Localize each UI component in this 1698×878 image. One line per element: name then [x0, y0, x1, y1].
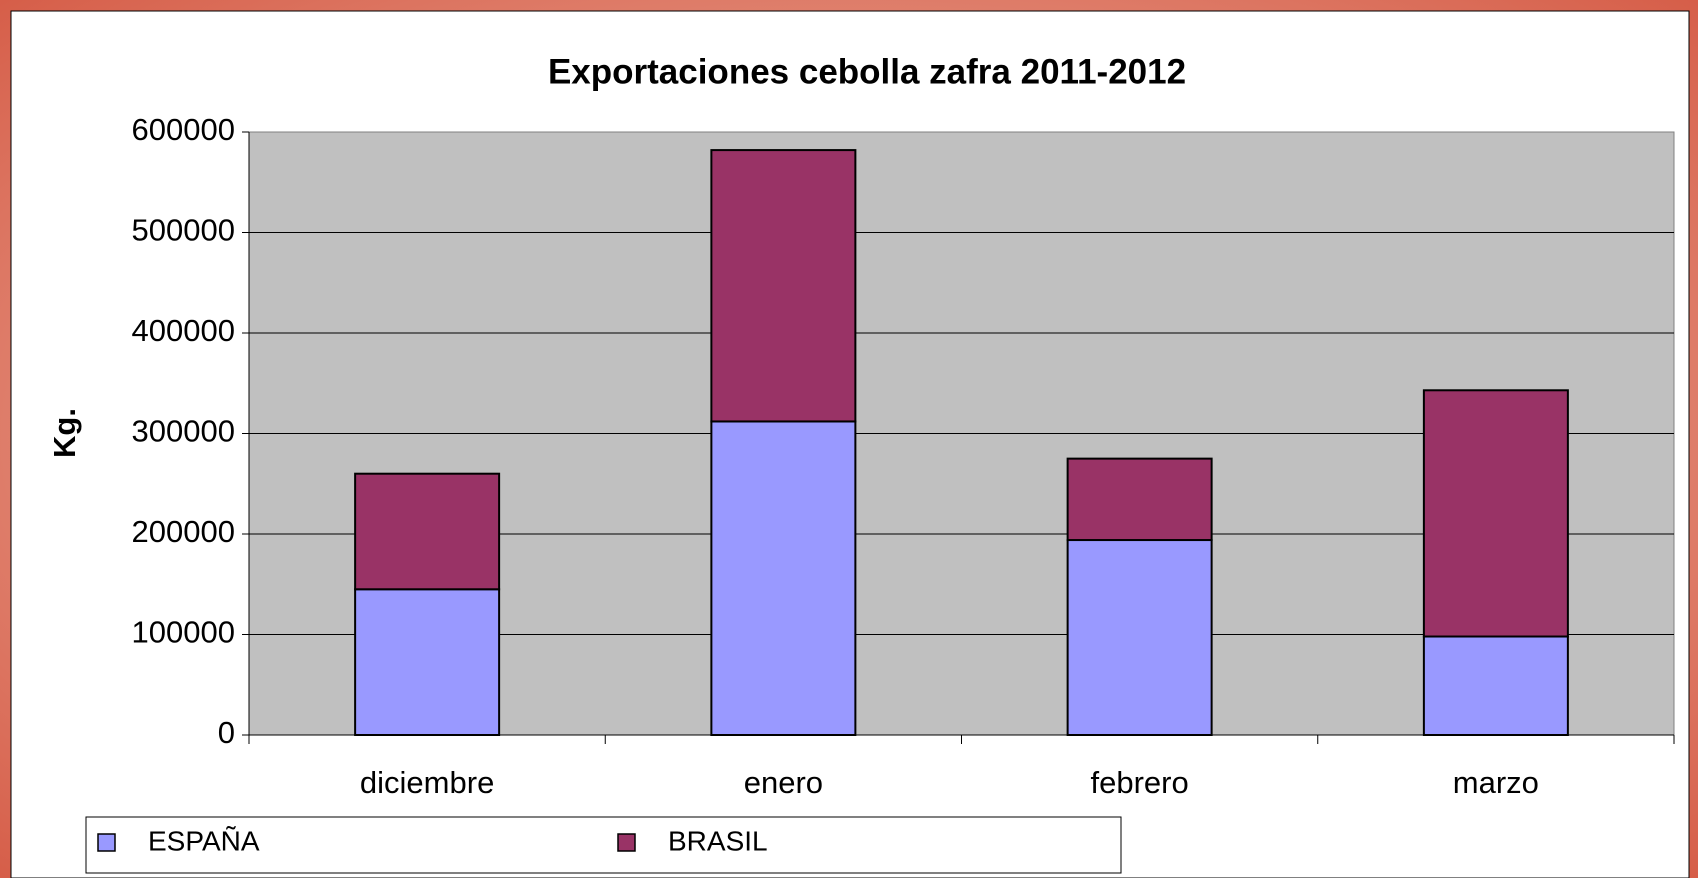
bar-segment: [1422, 389, 1569, 638]
legend-swatch: [617, 833, 636, 852]
y-tick-label: 500000: [132, 213, 235, 248]
legend: [85, 816, 1122, 874]
x-tick-label: marzo: [1453, 765, 1539, 800]
x-tick-label: enero: [744, 765, 823, 800]
y-tick-label: 0: [218, 715, 235, 750]
bar-segment: [354, 588, 501, 737]
bar-segment: [710, 420, 857, 736]
x-tick-label: diciembre: [360, 765, 494, 800]
bar-segment: [1066, 539, 1213, 737]
chart-title: Exportaciones cebolla zafra 2011-2012: [548, 52, 1186, 91]
bar-segment: [1422, 635, 1569, 737]
bar-segment: [710, 149, 857, 423]
y-tick-label: 200000: [132, 514, 235, 549]
x-tick-label: febrero: [1091, 765, 1189, 800]
legend-label: ESPAÑA: [148, 825, 260, 856]
bar-segment: [354, 472, 501, 591]
legend-swatch: [97, 833, 116, 852]
y-axis-label: Kg.: [47, 408, 82, 458]
bar-segment: [1066, 457, 1213, 542]
y-tick-label: 300000: [132, 414, 235, 449]
legend-label: BRASIL: [668, 825, 768, 856]
y-tick-label: 600000: [132, 112, 235, 147]
y-tick-label: 100000: [132, 615, 235, 650]
y-tick-label: 400000: [132, 313, 235, 348]
